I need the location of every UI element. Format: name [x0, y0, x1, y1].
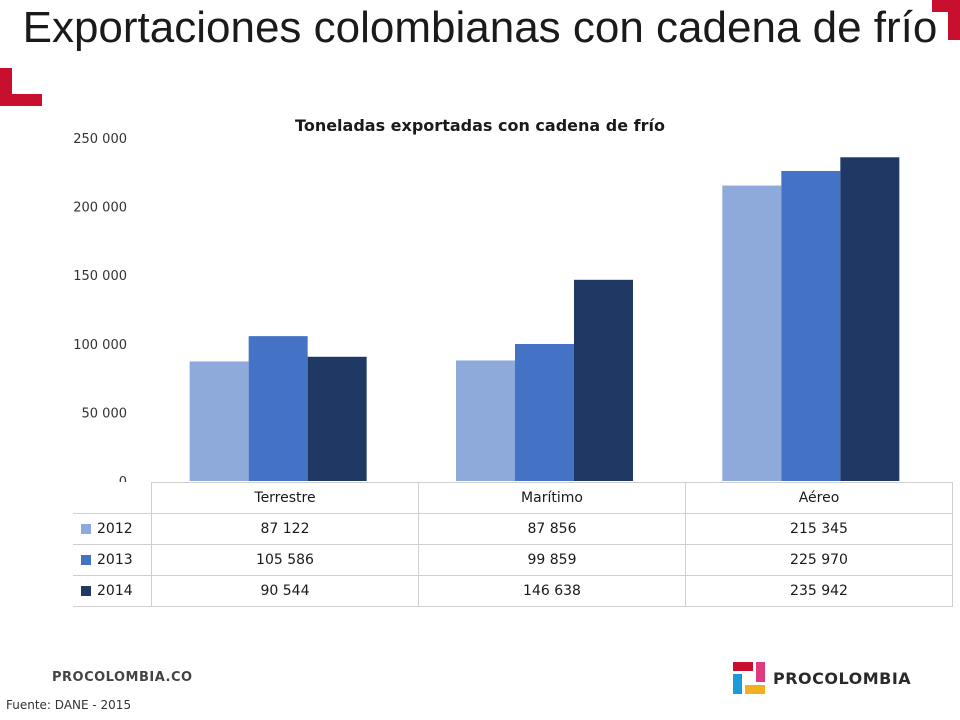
bar-2013-Marítimo — [515, 343, 574, 481]
table-cell: 235 942 — [685, 575, 953, 607]
bar-2013-Terrestre — [248, 336, 308, 481]
category-header: Terrestre — [151, 482, 419, 514]
legend-entry: 2012 — [73, 513, 152, 545]
chart-title: Toneladas exportadas con cadena de frío — [295, 116, 665, 135]
legend-swatch — [81, 524, 91, 534]
procolombia-logo-icon — [733, 662, 765, 694]
y-tick-label: 250 000 — [73, 132, 127, 147]
table-cell: 146 638 — [418, 575, 686, 607]
legend-swatch — [81, 555, 91, 565]
table-cell: 90 544 — [151, 575, 419, 607]
table-cell: 215 345 — [685, 513, 953, 545]
category-header: Aéreo — [685, 482, 953, 514]
procolombia-logo: PROCOLOMBIA — [733, 662, 911, 694]
table-cell: 87 122 — [151, 513, 419, 545]
corner-accent-left — [0, 68, 42, 106]
series-name: 2014 — [97, 583, 133, 599]
bar-chart: 0 50 000 100 000 150 000 200 000 250 000 — [73, 132, 900, 482]
y-tick-label: 100 000 — [73, 338, 127, 353]
y-tick-label: 200 000 — [73, 201, 127, 216]
bar-2013-Aéreo — [781, 170, 841, 481]
table-cell: 225 970 — [685, 544, 953, 576]
table-header-row: Terrestre Marítimo Aéreo — [73, 482, 953, 514]
table-cell: 99 859 — [418, 544, 686, 576]
table-corner — [73, 482, 152, 514]
y-tick-label: 50 000 — [82, 406, 128, 421]
y-tick-label: 150 000 — [73, 269, 127, 284]
legend-swatch — [81, 586, 91, 596]
table-row: 2013 105 586 99 859 225 970 — [73, 544, 953, 576]
bar-2014-Aéreo — [840, 157, 900, 481]
footer-website: PROCOLOMBIA.CO — [52, 670, 193, 685]
table-row: 2012 87 122 87 856 215 345 — [73, 513, 953, 545]
bar-2014-Terrestre — [307, 356, 367, 481]
bar-2012-Marítimo — [456, 360, 515, 481]
bar-2014-Marítimo — [574, 279, 633, 481]
bar-2012-Aéreo — [722, 185, 782, 481]
table-cell: 105 586 — [151, 544, 419, 576]
bar-2012-Terrestre — [189, 361, 249, 481]
series-name: 2013 — [97, 552, 133, 568]
legend-entry: 2013 — [73, 544, 152, 576]
page-title: Exportaciones colombianas con cadena de … — [22, 3, 938, 52]
data-table: Terrestre Marítimo Aéreo 2012 87 122 87 … — [73, 482, 953, 607]
y-tick-label: 0 — [119, 475, 127, 482]
series-name: 2012 — [97, 521, 133, 537]
logo-text: PROCOLOMBIA — [773, 668, 912, 688]
table-cell: 87 856 — [418, 513, 686, 545]
source-note: Fuente: DANE - 2015 — [6, 698, 132, 712]
table-row: 2014 90 544 146 638 235 942 — [73, 575, 953, 607]
category-header: Marítimo — [418, 482, 686, 514]
corner-accent-right — [932, 0, 960, 40]
legend-entry: 2014 — [73, 575, 152, 607]
